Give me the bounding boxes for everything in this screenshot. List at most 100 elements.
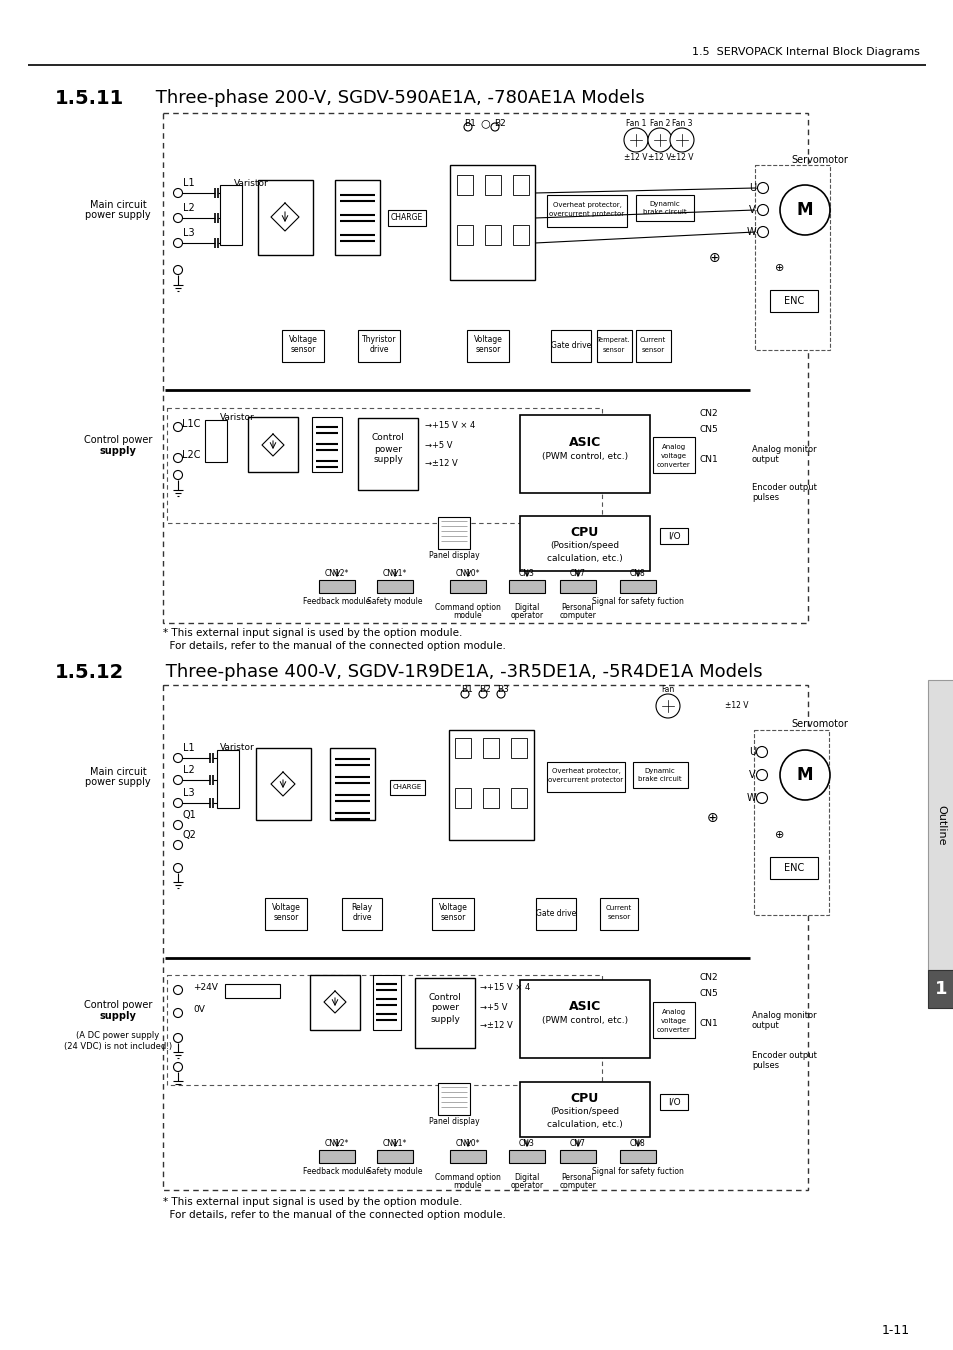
Bar (167, 408, 601, 522)
Circle shape (173, 1034, 182, 1042)
Circle shape (757, 204, 768, 216)
Bar (388, 211, 426, 225)
Text: Q2: Q2 (183, 830, 196, 840)
Text: supply: supply (99, 446, 136, 456)
Text: ±12 V: ±12 V (670, 153, 693, 162)
Text: * This external input signal is used by the option module.: * This external input signal is used by … (163, 628, 462, 639)
Text: power supply: power supply (85, 211, 151, 220)
Bar (312, 417, 341, 472)
Text: +24V: +24V (193, 984, 217, 992)
Bar (633, 761, 687, 788)
Circle shape (780, 751, 829, 801)
Bar (484, 225, 500, 244)
Bar (597, 329, 631, 362)
Text: →±12 V: →±12 V (424, 459, 457, 467)
Text: output: output (751, 1021, 779, 1030)
Circle shape (756, 792, 767, 803)
Text: Control power: Control power (84, 1000, 152, 1010)
Circle shape (491, 123, 498, 131)
Bar (559, 1150, 596, 1162)
Text: U: U (748, 184, 755, 193)
Text: Voltage: Voltage (473, 336, 502, 344)
Text: power: power (431, 1003, 458, 1012)
Text: CPU: CPU (570, 526, 598, 540)
Bar (482, 788, 498, 809)
Bar (599, 898, 638, 930)
Bar (652, 1002, 695, 1038)
Circle shape (656, 694, 679, 718)
Text: →+15 V × 4: →+15 V × 4 (479, 984, 530, 992)
Text: Current: Current (639, 338, 665, 343)
Text: sensor: sensor (475, 346, 500, 355)
Text: Relay: Relay (351, 903, 373, 913)
Text: sensor: sensor (440, 913, 465, 922)
Bar (511, 788, 526, 809)
Text: CN8: CN8 (630, 570, 645, 579)
Bar (551, 329, 590, 362)
Text: Control power: Control power (84, 435, 152, 446)
Text: →±12 V: →±12 V (479, 1022, 512, 1030)
Text: sensor: sensor (607, 914, 630, 919)
Text: Servomotor: Servomotor (791, 155, 847, 165)
Bar (769, 290, 817, 312)
Text: Control: Control (428, 992, 461, 1002)
Text: 1.5.11: 1.5.11 (55, 89, 124, 108)
Circle shape (173, 266, 182, 274)
Text: B1: B1 (463, 119, 476, 127)
Text: Signal for safety fuction: Signal for safety fuction (592, 598, 683, 606)
Text: computer: computer (559, 1181, 596, 1191)
Text: (Position/speed: (Position/speed (550, 541, 618, 551)
Bar (619, 1150, 656, 1162)
Text: (PWM control, etc.): (PWM control, etc.) (541, 451, 627, 460)
Text: Gate drive: Gate drive (536, 910, 576, 918)
Text: Varistor: Varistor (220, 744, 254, 752)
Bar (519, 1081, 649, 1137)
Circle shape (460, 690, 469, 698)
Text: Panel display: Panel display (428, 1118, 478, 1126)
Bar (335, 180, 379, 255)
Text: sensor: sensor (602, 347, 624, 352)
Text: CHARGE: CHARGE (392, 784, 421, 790)
Bar (509, 1150, 544, 1162)
Text: supply: supply (430, 1014, 459, 1023)
Bar (484, 176, 500, 194)
Text: Servomotor: Servomotor (791, 720, 847, 729)
Text: I/O: I/O (667, 532, 679, 540)
Text: →+5 V: →+5 V (424, 440, 452, 450)
Text: Fan 1: Fan 1 (625, 119, 645, 127)
Bar (456, 225, 473, 244)
Circle shape (173, 753, 182, 763)
Bar (220, 185, 242, 244)
Text: L3: L3 (183, 228, 194, 238)
Text: Panel display: Panel display (428, 552, 478, 560)
Text: →+5 V: →+5 V (479, 1003, 507, 1011)
Circle shape (756, 747, 767, 757)
Text: supply: supply (373, 455, 402, 464)
Circle shape (173, 239, 182, 247)
Text: (24 VDC) is not included.): (24 VDC) is not included.) (64, 1041, 172, 1050)
Text: CN10*: CN10* (456, 1139, 479, 1149)
Text: drive: drive (369, 346, 388, 355)
Text: CN1: CN1 (700, 1019, 718, 1029)
Bar (455, 788, 471, 809)
Circle shape (173, 775, 182, 784)
Text: Dynamic: Dynamic (644, 768, 675, 774)
Text: L1: L1 (183, 178, 194, 188)
Text: sensor: sensor (640, 347, 664, 352)
Bar (450, 1150, 485, 1162)
Circle shape (173, 798, 182, 807)
Text: Q1: Q1 (183, 810, 196, 819)
Text: Analog monitor: Analog monitor (751, 1011, 816, 1019)
Bar (450, 165, 535, 279)
Text: ASIC: ASIC (568, 436, 600, 448)
Bar (415, 977, 475, 1048)
Text: supply: supply (99, 1011, 136, 1021)
Text: CN2: CN2 (700, 409, 718, 417)
Text: Encoder output: Encoder output (751, 1050, 816, 1060)
Text: (A DC power supply: (A DC power supply (76, 1030, 159, 1040)
Text: L2: L2 (183, 765, 194, 775)
Text: ±12 V: ±12 V (648, 153, 671, 162)
Text: B3: B3 (497, 686, 508, 694)
Text: Safety module: Safety module (367, 1168, 422, 1176)
Circle shape (497, 690, 504, 698)
